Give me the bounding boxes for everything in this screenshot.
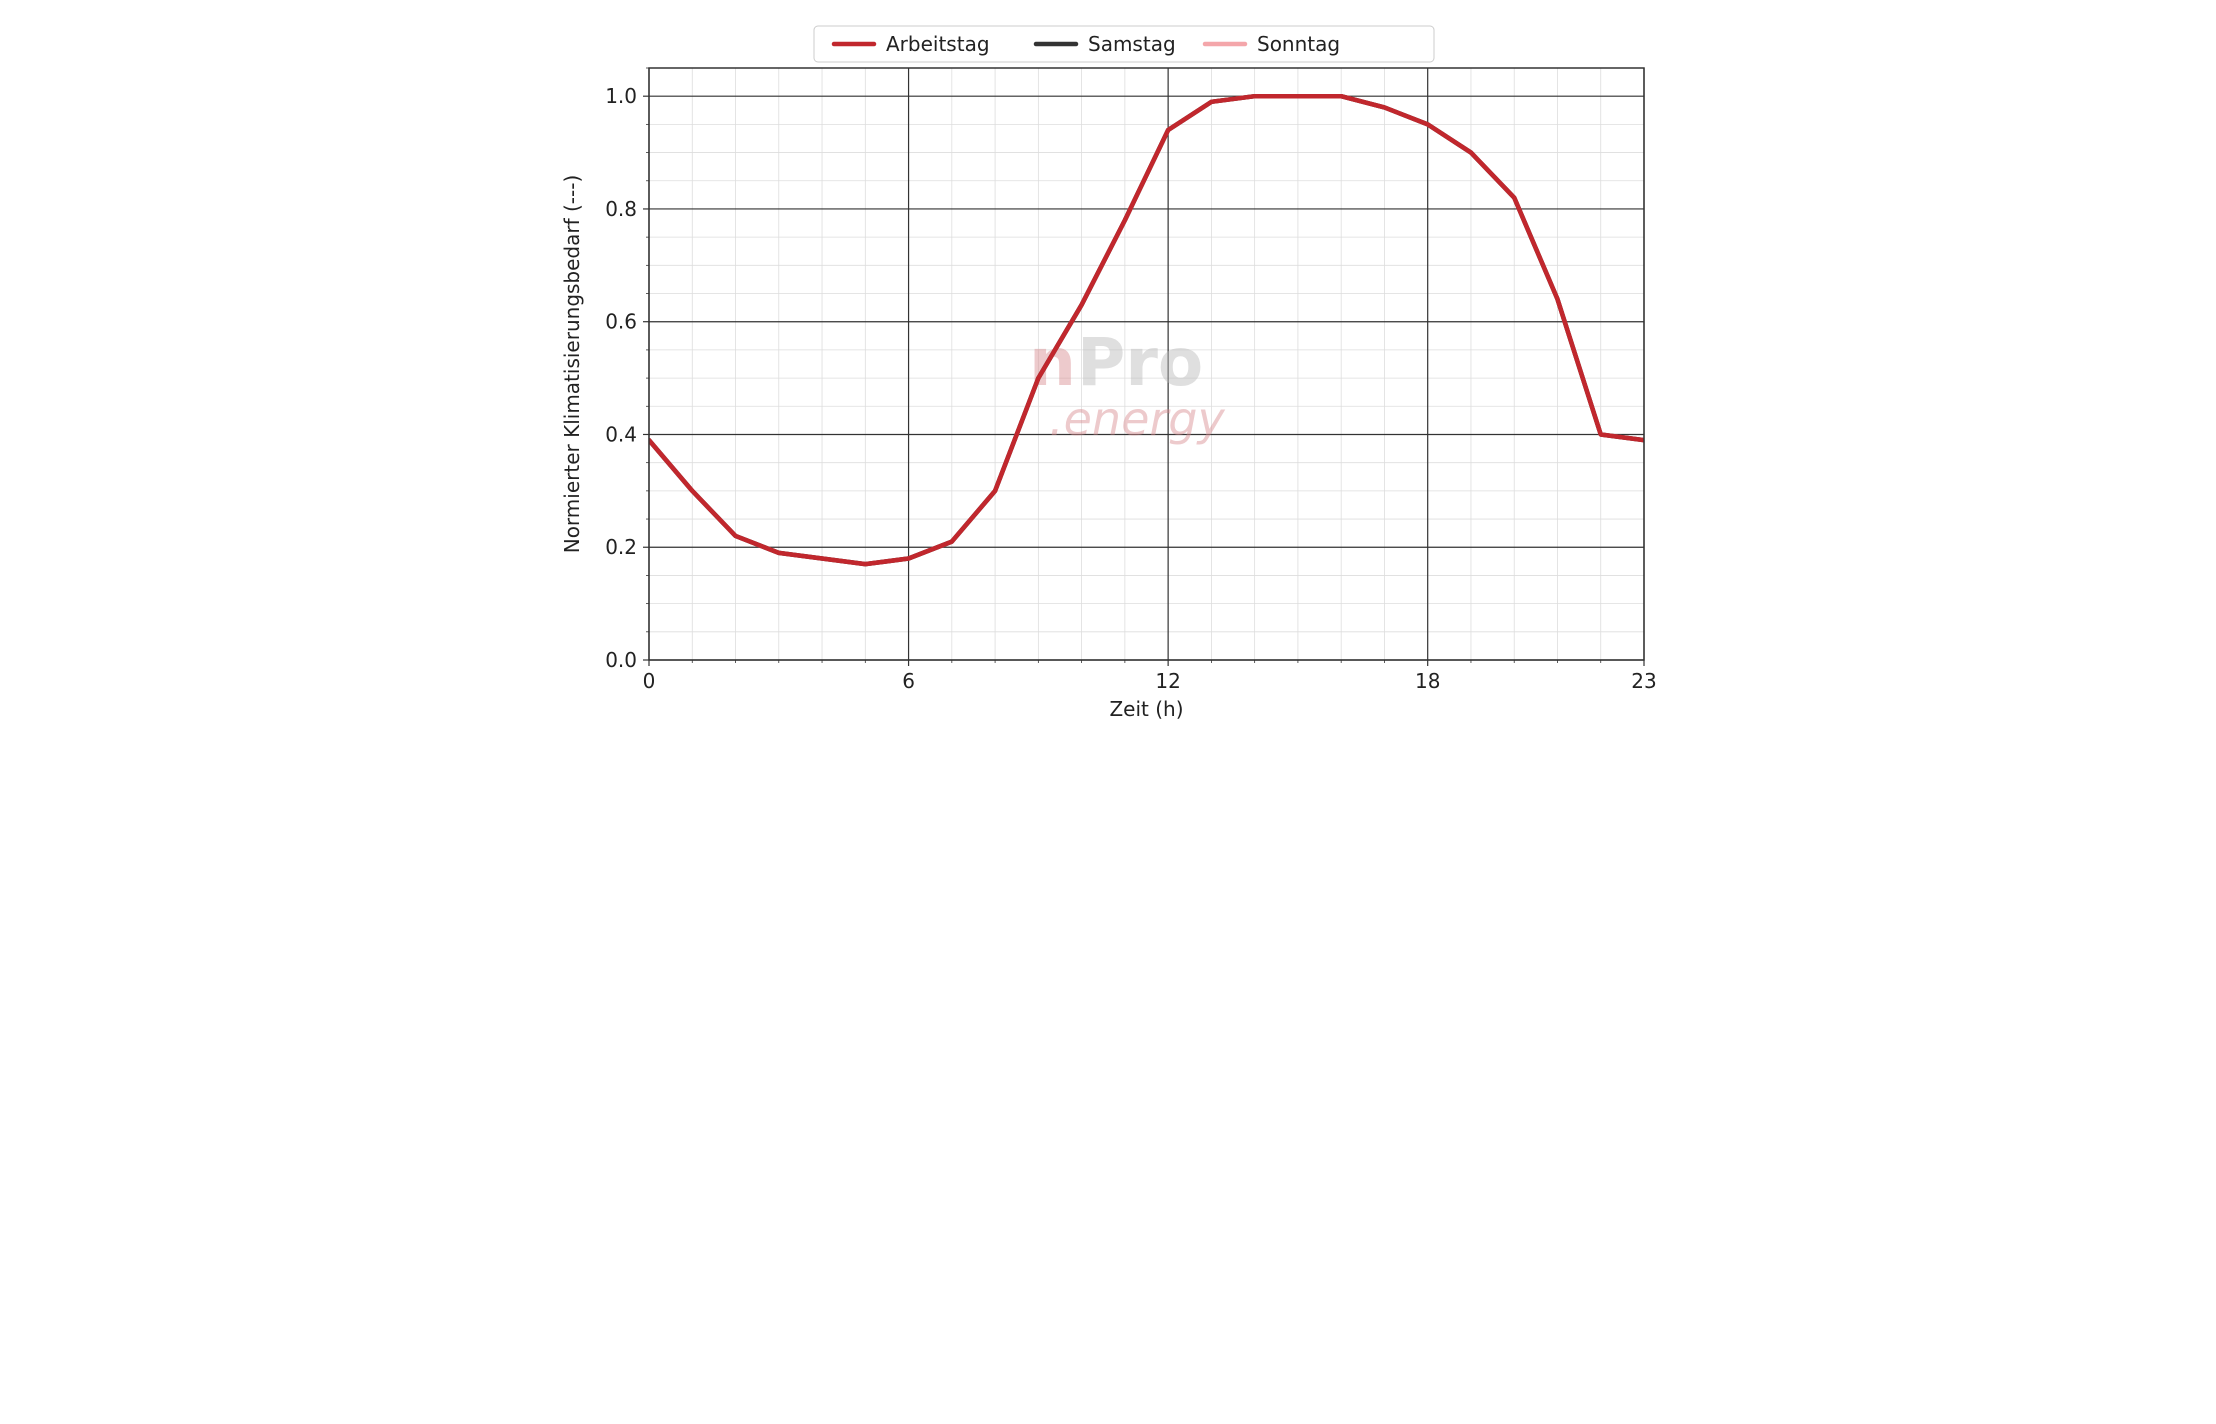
y-tick-label: 0.6: [605, 310, 637, 334]
svg-text:Pro: Pro: [1077, 324, 1203, 401]
y-tick-label: 0.8: [605, 197, 637, 221]
x-tick-label: 6: [902, 669, 915, 693]
y-axis-label: Normierter Klimatisierungsbedarf (---): [560, 175, 584, 554]
y-tick-label: 0.0: [605, 648, 637, 672]
legend-label: Sonntag: [1257, 32, 1340, 56]
legend: Arbeitstag Samstag Sonntag: [814, 26, 1434, 62]
x-tick-label: 18: [1415, 669, 1440, 693]
chart-container: nPro.energy061218230.00.20.40.60.81.0Zei…: [554, 20, 1662, 732]
y-tick-label: 0.4: [605, 422, 637, 446]
x-tick-label: 23: [1631, 669, 1656, 693]
line-chart: nPro.energy061218230.00.20.40.60.81.0Zei…: [554, 20, 1662, 732]
x-tick-label: 12: [1155, 669, 1180, 693]
y-tick-label: 0.2: [605, 535, 637, 559]
legend-label: Samstag: [1088, 32, 1176, 56]
legend-label: Arbeitstag: [886, 32, 990, 56]
x-axis-label: Zeit (h): [1109, 697, 1183, 721]
x-tick-label: 0: [643, 669, 656, 693]
svg-text:.energy: .energy: [1049, 392, 1225, 446]
y-tick-label: 1.0: [605, 84, 637, 108]
